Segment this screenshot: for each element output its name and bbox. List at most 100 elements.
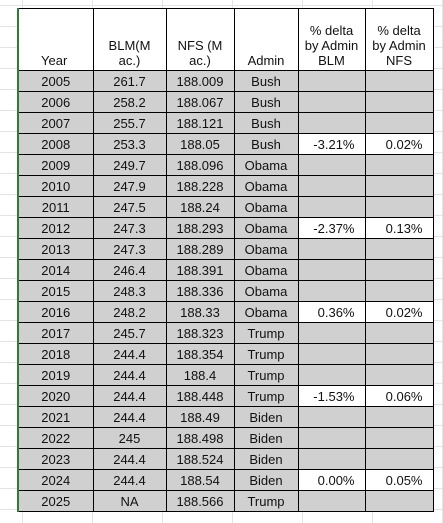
header-cell: % delta by Admin BLM [297, 8, 366, 71]
table-cell: 0.05% [364, 469, 434, 491]
empty-cell [364, 259, 434, 281]
table-cell: Trump [233, 322, 299, 344]
empty-cell [297, 238, 366, 260]
table-cell: Obama [233, 259, 299, 281]
table-body: 2005 261.7 188.009 Bush 2006 258.2 188.067 Bush… [17, 70, 434, 512]
empty-cell [364, 91, 434, 113]
table-row: 2019 244.4 188.4 Trump [17, 364, 434, 386]
table-cell: 188.121 [165, 112, 235, 134]
table-cell: 2012 [17, 217, 94, 239]
table-cell: 255.7 [92, 112, 167, 134]
table-cell: 0.06% [364, 385, 434, 407]
empty-cell [364, 322, 434, 344]
table-cell: Biden [233, 448, 299, 470]
table-cell: 249.7 [92, 154, 167, 176]
table-cell: 2008 [17, 133, 94, 155]
table-row: 2018 244.4 188.354 Trump [17, 343, 434, 365]
table-cell: 2020 [17, 385, 94, 407]
empty-cell [297, 448, 366, 470]
table-cell: 188.391 [165, 259, 235, 281]
empty-cell [297, 322, 366, 344]
empty-cell [297, 406, 366, 428]
table-cell: 188.293 [165, 217, 235, 239]
empty-cell [297, 112, 366, 134]
empty-cell [364, 406, 434, 428]
table-cell: Biden [233, 406, 299, 428]
table-cell: 188.524 [165, 448, 235, 470]
empty-cell [297, 280, 366, 302]
table-cell: 2005 [17, 70, 94, 92]
header-cell: % delta by Admin NFS [364, 8, 434, 71]
empty-cell [297, 175, 366, 197]
table-cell: Obama [233, 196, 299, 218]
table-row: 2017 245.7 188.323 Trump [17, 322, 434, 344]
empty-cell [364, 448, 434, 470]
empty-cell [364, 70, 434, 92]
table-row: 2005 261.7 188.009 Bush [17, 70, 434, 92]
empty-cell [364, 343, 434, 365]
empty-cell [364, 364, 434, 386]
table-cell: 258.2 [92, 91, 167, 113]
table-cell: 2016 [17, 301, 94, 323]
table-cell: Obama [233, 154, 299, 176]
table-cell: -2.37% [297, 217, 366, 239]
table-row: 2023 244.4 188.524 Biden [17, 448, 434, 470]
table-row: 2022 245 188.498 Biden [17, 427, 434, 449]
empty-cell [297, 490, 366, 512]
table-cell: 245.7 [92, 322, 167, 344]
table-cell: 2025 [17, 490, 94, 512]
header-cell: Year [17, 8, 94, 71]
table-cell: 188.49 [165, 406, 235, 428]
table-cell: 2015 [17, 280, 94, 302]
empty-cell [297, 364, 366, 386]
table-row: 2006 258.2 188.067 Bush [17, 91, 434, 113]
table-cell: 0.36% [297, 301, 366, 323]
table-cell: Obama [233, 175, 299, 197]
table-cell: 188.4 [165, 364, 235, 386]
header-row: Year BLM(M ac.) NFS (M ac.) Admin% delta by… [17, 8, 434, 71]
table-cell: 188.54 [165, 469, 235, 491]
table-cell: Obama [233, 238, 299, 260]
header-cell: NFS (M ac.) [165, 8, 235, 71]
table-cell: 244.4 [92, 448, 167, 470]
table-cell: 2013 [17, 238, 94, 260]
table-cell: Bush [233, 133, 299, 155]
table-cell: 188.336 [165, 280, 235, 302]
table-cell: Trump [233, 385, 299, 407]
empty-cell [297, 154, 366, 176]
table-cell: 244.4 [92, 364, 167, 386]
table-cell: 188.354 [165, 343, 235, 365]
table-cell: 2024 [17, 469, 94, 491]
table-row: 2020 244.4 188.448 Trump -1.53% 0.06% [17, 385, 434, 407]
table-cell: 245 [92, 427, 167, 449]
table-row: 2021 244.4 188.49 Biden [17, 406, 434, 428]
data-table: Year BLM(M ac.) NFS (M ac.) Admin% delta by… [17, 8, 434, 512]
table-cell: 253.3 [92, 133, 167, 155]
table-cell: Bush [233, 70, 299, 92]
table-cell: 247.5 [92, 196, 167, 218]
table-cell: 188.009 [165, 70, 235, 92]
table-cell: 247.3 [92, 217, 167, 239]
table-cell: 247.3 [92, 238, 167, 260]
table-cell: 188.067 [165, 91, 235, 113]
table-cell: 0.02% [364, 133, 434, 155]
table-row: 2014 246.4 188.391 Obama [17, 259, 434, 281]
table-cell: 188.498 [165, 427, 235, 449]
table-row: 2007 255.7 188.121 Bush [17, 112, 434, 134]
table-cell: 2014 [17, 259, 94, 281]
table-cell: 2011 [17, 196, 94, 218]
table-cell: Trump [233, 490, 299, 512]
empty-cell [297, 70, 366, 92]
empty-cell [364, 112, 434, 134]
table-cell: 0.13% [364, 217, 434, 239]
table-cell: 188.05 [165, 133, 235, 155]
table-row: 2009 249.7 188.096 Obama [17, 154, 434, 176]
empty-cell [364, 175, 434, 197]
table-cell: 2023 [17, 448, 94, 470]
table-cell: Obama [233, 217, 299, 239]
table-cell: Biden [233, 427, 299, 449]
table-cell: 244.4 [92, 385, 167, 407]
table-cell: 246.4 [92, 259, 167, 281]
empty-cell [297, 196, 366, 218]
table-row: 2011 247.5 188.24 Obama [17, 196, 434, 218]
